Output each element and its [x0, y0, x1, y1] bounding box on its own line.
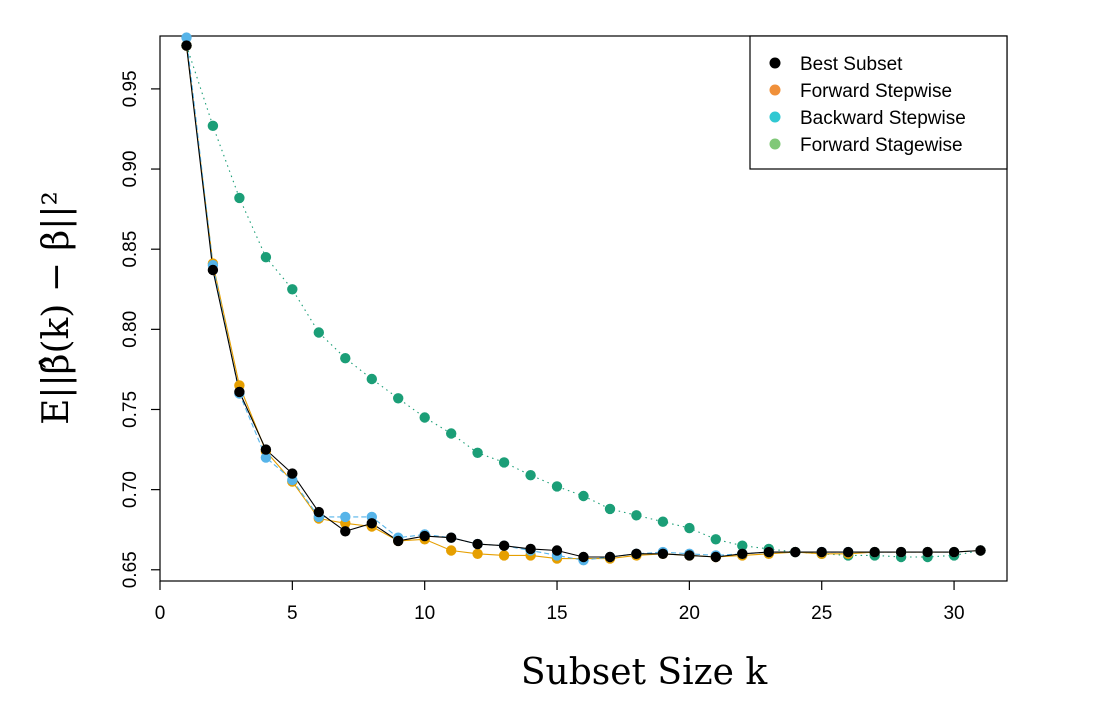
point-forward-stepwise	[498, 550, 510, 561]
legend: Best Subset Forward Stepwise Backward Step…	[749, 35, 1008, 170]
x-axis-title: Subset Size k	[521, 652, 768, 693]
point-forward-stagewise	[313, 327, 324, 338]
point-forward-stagewise	[446, 428, 457, 439]
point-forward-stagewise	[551, 481, 563, 492]
point-forward-stepwise	[446, 545, 457, 556]
point-best-subset	[684, 550, 695, 561]
point-best-subset	[287, 468, 298, 479]
x-tick-label: 25	[811, 603, 832, 624]
legend-label: Backward Stepwise	[800, 108, 966, 129]
legend-label: Forward Stagewise	[800, 135, 963, 156]
point-forward-stagewise	[260, 252, 272, 263]
legend-label: Forward Stepwise	[800, 81, 952, 102]
point-best-subset	[393, 535, 404, 547]
point-best-subset	[446, 532, 457, 543]
point-forward-stagewise	[419, 412, 430, 423]
point-forward-stagewise	[604, 503, 616, 515]
point-forward-stagewise	[340, 353, 351, 364]
x-tick-label: 15	[546, 603, 567, 624]
y-tick-label: 0.65	[120, 551, 141, 588]
point-best-subset	[604, 551, 616, 563]
point-best-subset	[234, 386, 245, 398]
point-best-subset	[551, 545, 563, 556]
point-best-subset	[816, 546, 827, 558]
y-tick-label: 0.80	[120, 311, 141, 348]
point-best-subset	[313, 506, 324, 518]
point-forward-stagewise	[631, 510, 642, 521]
x-tick-label: 30	[943, 603, 964, 624]
legend-marker	[769, 57, 781, 69]
point-forward-stagewise	[393, 393, 404, 404]
point-best-subset	[975, 545, 986, 556]
point-best-subset	[578, 551, 589, 563]
point-forward-stagewise	[657, 516, 669, 527]
point-best-subset	[869, 546, 880, 558]
y-tick-label: 0.75	[120, 391, 141, 428]
point-best-subset	[207, 264, 219, 276]
point-best-subset	[895, 546, 907, 558]
point-forward-stagewise	[207, 120, 219, 131]
series-layer	[181, 32, 986, 566]
point-best-subset	[340, 526, 351, 537]
legend-marker	[769, 111, 781, 123]
point-forward-stagewise	[234, 192, 245, 204]
point-best-subset	[366, 518, 377, 529]
point-forward-stagewise	[684, 522, 695, 534]
point-forward-stepwise	[472, 548, 483, 559]
point-best-subset	[922, 546, 933, 558]
y-tick-label: 0.90	[120, 151, 141, 188]
legend-label: Best Subset	[800, 54, 903, 75]
point-forward-stagewise	[287, 284, 298, 295]
point-best-subset	[737, 548, 748, 559]
x-tick-label: 20	[679, 603, 700, 624]
y-tick-label: 0.70	[120, 471, 141, 508]
point-best-subset	[710, 551, 721, 563]
point-forward-stagewise	[498, 457, 510, 468]
point-forward-stagewise	[737, 540, 748, 551]
x-tick-label: 5	[287, 603, 298, 624]
point-best-subset	[472, 538, 483, 550]
point-forward-stagewise	[710, 534, 721, 545]
point-forward-stagewise	[525, 470, 536, 481]
point-best-subset	[419, 530, 430, 542]
x-axis: 0 5 10 15 20 25 30	[155, 581, 965, 624]
y-axis: 0.65 0.70 0.75 0.80 0.85 0.90 0.95	[120, 70, 160, 588]
legend-marker	[769, 138, 781, 150]
point-forward-stagewise	[366, 373, 377, 385]
point-best-subset	[631, 548, 642, 559]
point-best-subset	[948, 546, 960, 558]
point-best-subset	[181, 40, 192, 51]
x-tick-label: 10	[414, 603, 435, 624]
x-tick-label: 0	[155, 603, 166, 624]
point-best-subset	[657, 548, 669, 559]
plot-frame	[159, 35, 1008, 582]
point-best-subset	[763, 546, 774, 558]
point-best-subset	[260, 444, 272, 455]
legend-marker	[769, 84, 781, 96]
point-best-subset	[843, 546, 854, 558]
point-best-subset	[790, 546, 801, 558]
point-best-subset	[498, 540, 510, 551]
point-backward-stepwise	[340, 511, 351, 523]
point-backward-stepwise	[181, 32, 192, 43]
point-backward-stepwise	[260, 452, 272, 463]
legend-box	[749, 35, 1008, 170]
y-tick-label: 0.95	[120, 70, 141, 107]
y-axis-title: E||β̂(k) − β||²	[36, 191, 77, 425]
y-tick-label: 0.85	[120, 231, 141, 268]
point-best-subset	[525, 543, 536, 555]
point-forward-stagewise	[472, 447, 483, 458]
point-forward-stagewise	[578, 490, 589, 502]
